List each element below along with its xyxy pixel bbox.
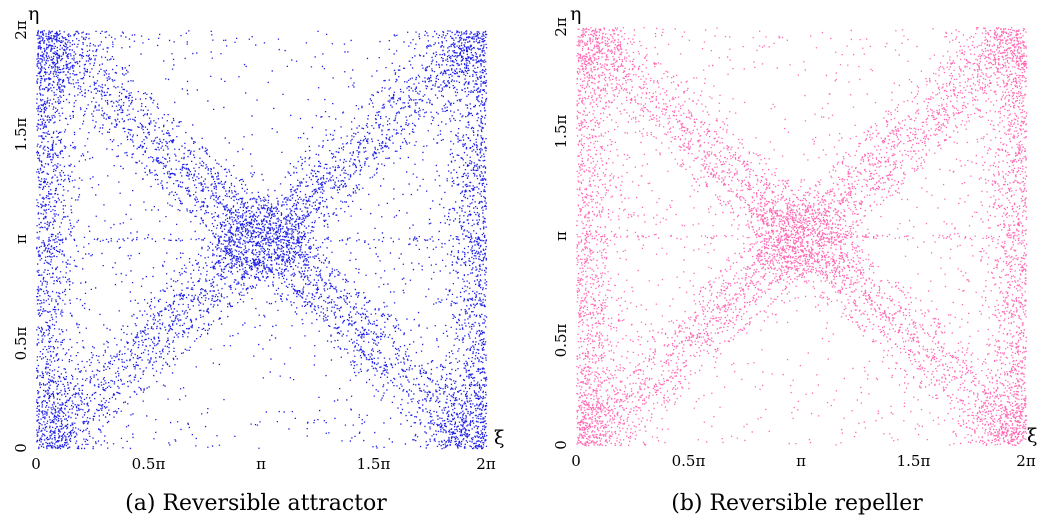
y-tick-label: 0.5π <box>552 324 570 358</box>
plot-frame-attractor <box>36 30 486 448</box>
x-tick-label: 1.5π <box>897 452 931 470</box>
x-tick-label: 0 <box>571 452 581 470</box>
y-tick-label: 2π <box>552 17 570 37</box>
y-tick-label: π <box>552 231 570 241</box>
scatter-point-cloud <box>576 27 1028 447</box>
x-tick-labels-attractor: 0 0.5π π 1.5π 2π <box>31 455 496 473</box>
x-tick-labels-repeller: 0 0.5π π 1.5π 2π <box>571 452 1036 470</box>
x-tick-label: π <box>256 455 266 473</box>
caption-attractor: (a) Reversible attractor <box>125 491 387 516</box>
scatter-points-attractor <box>36 30 488 450</box>
y-tick-label: 0 <box>12 443 30 453</box>
y-axis-label-repeller: η <box>570 3 581 25</box>
y-tick-labels-repeller: 0 0.5π π 1.5π 2π <box>552 17 570 450</box>
y-tick-labels-attractor: 0 0.5π π 1.5π 2π <box>12 20 30 453</box>
scatter-point-cloud <box>36 30 488 450</box>
x-tick-label: π <box>796 452 806 470</box>
y-tick-label: 0 <box>552 440 570 450</box>
y-tick-label: π <box>12 234 30 244</box>
x-axis-label-attractor: ξ <box>494 427 504 449</box>
panel-attractor: 0 0.5π π 1.5π 2π 0 0.5π π 1.5π 2π η ξ (a) Revers… <box>12 3 504 516</box>
x-axis-label-repeller: ξ <box>1027 425 1037 447</box>
x-tick-label: 1.5π <box>357 455 391 473</box>
x-tick-label: 0.5π <box>672 452 706 470</box>
y-tick-label: 1.5π <box>552 115 570 149</box>
caption-repeller: (b) Reversible repeller <box>671 491 923 516</box>
panel-repeller: 0 0.5π π 1.5π 2π 0 0.5π π 1.5π 2π η ξ (b) Revers… <box>552 3 1037 516</box>
scatter-points-repeller <box>576 27 1028 447</box>
y-axis-label-attractor: η <box>28 3 39 25</box>
x-tick-label: 0.5π <box>132 455 166 473</box>
x-tick-label: 0 <box>31 455 41 473</box>
x-tick-label: 2π <box>476 455 496 473</box>
y-tick-label: 1.5π <box>12 118 30 152</box>
x-tick-label: 2π <box>1016 452 1036 470</box>
y-tick-label: 2π <box>12 20 30 40</box>
y-tick-label: 0.5π <box>12 327 30 361</box>
